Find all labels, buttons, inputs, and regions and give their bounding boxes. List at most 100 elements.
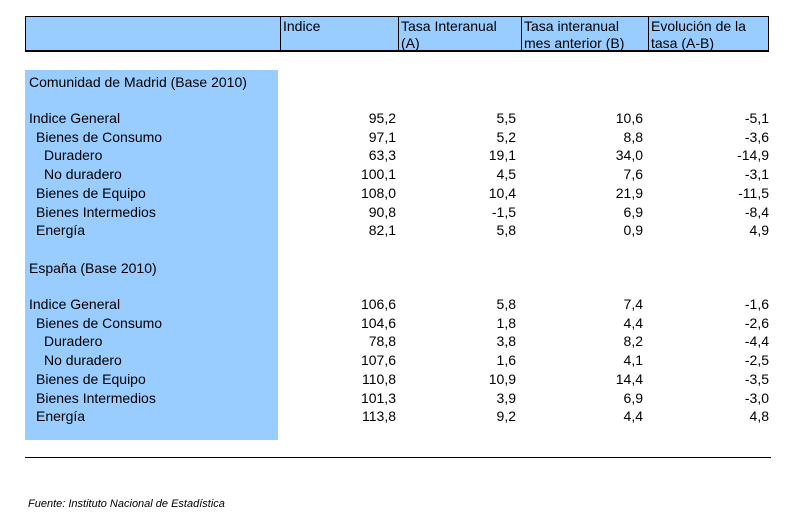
cell-tasa-mes-anterior: 4,1	[623, 352, 643, 369]
table-row: Bienes Intermedios 101,3 3,9 6,9 -3,0	[0, 389, 788, 407]
cell-tasa-mes-anterior: 0,9	[623, 222, 643, 239]
cell-evolucion: -8,4	[744, 203, 769, 220]
source-note: Fuente: Instituto Nacional de Estadístic…	[28, 498, 225, 510]
cell-tasa-interanual: 3,9	[496, 389, 516, 406]
cell-tasa-interanual: 5,2	[496, 128, 516, 145]
section-title-madrid: Comunidad de Madrid (Base 2010)	[29, 74, 247, 90]
cell-tasa-interanual: 3,8	[496, 333, 516, 350]
table-row: Duradero 63,3 19,1 34,0 -14,9	[0, 146, 788, 164]
row-label: Bienes Intermedios	[36, 203, 156, 220]
cell-evolucion: -5,1	[744, 110, 769, 126]
header-tasa-mes-line1: Tasa interanual	[524, 18, 619, 34]
row-label: Indice General	[29, 296, 121, 312]
cell-tasa-interanual: 10,9	[488, 370, 516, 387]
cell-evolucion: -1,6	[744, 296, 769, 312]
header-tasa-interanual-line1: Tasa Interanual	[401, 18, 497, 34]
table-row: No duradero 100,1 4,5 7,6 -3,1	[0, 165, 788, 183]
cell-tasa-interanual: 4,5	[496, 166, 516, 183]
cell-tasa-interanual: 1,6	[496, 352, 516, 369]
cell-evolucion: 4,8	[749, 408, 769, 425]
cell-indice: 82,1	[368, 222, 396, 239]
table-row: Energía 113,8 9,2 4,4 4,8	[0, 407, 788, 425]
cell-tasa-mes-anterior: 7,4	[623, 296, 643, 312]
cell-tasa-interanual: 19,1	[488, 147, 516, 164]
row-label: Bienes de Equipo	[36, 370, 146, 387]
row-labels-panel	[25, 70, 278, 440]
cell-indice: 110,8	[362, 370, 396, 387]
header-tasa-interanual-line2: (A)	[401, 35, 420, 51]
cell-indice: 101,3	[360, 389, 396, 406]
cell-tasa-interanual: 9,2	[496, 408, 516, 425]
header-indice-label: Indice	[283, 18, 321, 34]
row-label: Indice General	[29, 110, 121, 126]
cell-tasa-interanual: 5,5	[496, 110, 516, 126]
header-tasa-mes-anterior: Tasa interanual mes anterior (B)	[521, 17, 648, 51]
row-label: Bienes de Equipo	[36, 184, 146, 201]
cell-indice: 100,1	[360, 166, 396, 183]
table-row: Bienes de Equipo 110,8 10,9 14,4 -3,5	[0, 370, 788, 388]
cell-tasa-interanual: 1,8	[496, 314, 516, 331]
cell-indice: 108,0	[360, 184, 396, 201]
table-row: Bienes de Consumo 97,1 5,2 8,8 -3,6	[0, 128, 788, 146]
row-label: Bienes de Consumo	[36, 128, 163, 145]
cell-evolucion: -2,6	[744, 314, 769, 331]
cell-tasa-mes-anterior: 7,6	[623, 166, 643, 183]
cell-indice: 104,6	[360, 314, 396, 331]
cell-indice: 90,8	[368, 203, 396, 220]
row-label: Energía	[36, 408, 86, 425]
table-row: Bienes de Consumo 104,6 1,8 4,4 -2,6	[0, 314, 788, 332]
cell-tasa-interanual: 5,8	[496, 296, 516, 312]
cell-tasa-mes-anterior: 6,9	[623, 203, 643, 220]
cell-indice: 113,8	[362, 408, 396, 425]
cell-indice: 63,3	[368, 147, 396, 164]
row-label: Bienes Intermedios	[36, 389, 156, 406]
header-evolucion-line1: Evolución de la	[651, 18, 746, 34]
cell-tasa-mes-anterior: 10,6	[615, 110, 643, 126]
table-row: Indice General 95,2 5,5 10,6 -5,1	[0, 109, 788, 127]
row-label: No duradero	[44, 352, 122, 369]
cell-tasa-mes-anterior: 6,9	[623, 389, 643, 406]
header-tasa-interanual: Tasa Interanual (A)	[398, 17, 521, 51]
header-evolucion-line2: tasa (A-B)	[651, 35, 715, 51]
cell-tasa-mes-anterior: 14,4	[615, 370, 643, 387]
cell-indice: 95,2	[368, 110, 396, 126]
cell-evolucion: -3,5	[744, 370, 769, 387]
cell-evolucion: -3,0	[744, 389, 769, 406]
section-title-espana: España (Base 2010)	[29, 260, 157, 276]
table-bottom-rule	[25, 457, 771, 458]
row-label: Energía	[36, 222, 86, 239]
row-label: Bienes de Consumo	[36, 314, 163, 331]
cell-tasa-mes-anterior: 4,4	[623, 314, 643, 331]
row-label: No duradero	[44, 166, 122, 183]
cell-indice: 97,1	[368, 128, 396, 145]
header-evolucion: Evolución de la tasa (A-B)	[648, 17, 768, 51]
cell-evolucion: -3,6	[744, 128, 769, 145]
header-indice: Indice	[280, 17, 398, 50]
row-label: Duradero	[44, 333, 103, 350]
cell-tasa-mes-anterior: 21,9	[615, 184, 643, 201]
table-row: Bienes de Equipo 108,0 10,4 21,9 -11,5	[0, 184, 788, 202]
table-row: Duradero 78,8 3,8 8,2 -4,4	[0, 332, 788, 350]
cell-tasa-interanual: -1,5	[491, 203, 516, 220]
cell-evolucion: -14,9	[737, 147, 769, 164]
cell-evolucion: 4,9	[749, 222, 769, 239]
table-row: Indice General 106,6 5,8 7,4 -1,6	[0, 295, 788, 313]
cell-tasa-interanual: 10,4	[488, 184, 516, 201]
cell-tasa-interanual: 5,8	[496, 222, 516, 239]
cell-tasa-mes-anterior: 4,4	[623, 408, 643, 425]
table-row: Bienes Intermedios 90,8 -1,5 6,9 -8,4	[0, 203, 788, 221]
cell-evolucion: -2,5	[744, 352, 769, 369]
table-header: Indice Tasa Interanual (A) Tasa interanu…	[25, 16, 769, 52]
cell-evolucion: -3,1	[744, 166, 769, 183]
cell-tasa-mes-anterior: 34,0	[615, 147, 643, 164]
cell-indice: 78,8	[368, 333, 396, 350]
cell-indice: 106,6	[360, 296, 396, 312]
table-row: No duradero 107,6 1,6 4,1 -2,5	[0, 351, 788, 369]
cell-indice: 107,6	[360, 352, 396, 369]
cell-evolucion: -4,4	[744, 333, 769, 350]
table-row: Energía 82,1 5,8 0,9 4,9	[0, 221, 788, 239]
header-tasa-mes-line2: mes anterior (B)	[524, 35, 625, 51]
cell-tasa-mes-anterior: 8,2	[623, 333, 643, 350]
cell-tasa-mes-anterior: 8,8	[623, 128, 643, 145]
row-label: Duradero	[44, 147, 103, 164]
